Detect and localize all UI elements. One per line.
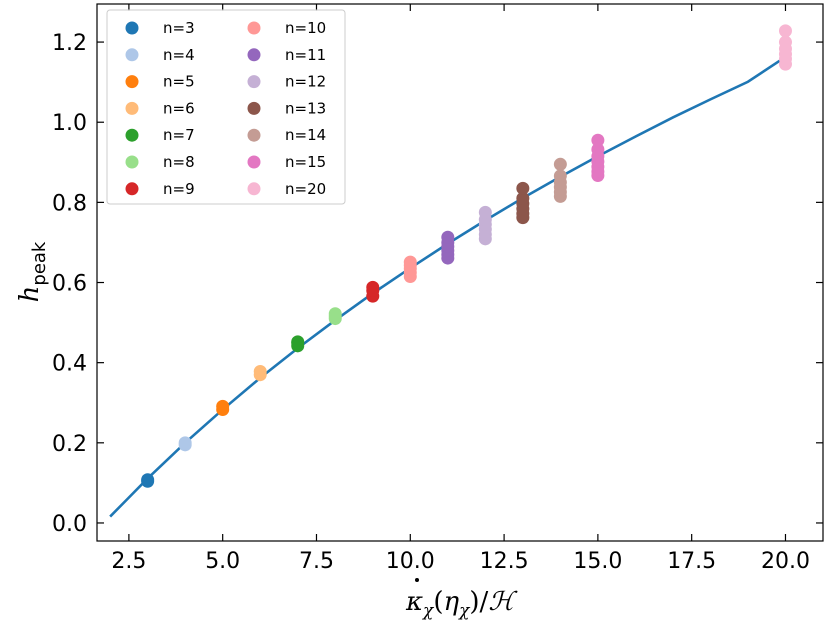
legend-label-n5: n=5	[163, 73, 195, 91]
legend-label-n3: n=3	[163, 19, 195, 37]
x-tick-label: 12.5	[480, 549, 529, 574]
x-tick-label: 5.0	[205, 549, 240, 574]
data-point-n6-1	[253, 364, 267, 378]
data-point-n20-5	[778, 24, 792, 38]
legend-label-n4: n=4	[163, 46, 195, 64]
legend: n=3 n=4 n=5 n=6 n=7 n=8 n=9 n=10 n=11 n=12 n=13 n=1…	[106, 9, 346, 205]
x-label-chi-sub-2: χ	[458, 601, 471, 621]
legend-marker-n20	[247, 182, 261, 196]
x-tick-label: 15.0	[573, 549, 622, 574]
legend-marker-n14	[247, 128, 261, 142]
data-point-n4-1	[178, 436, 192, 450]
legend-marker-n5	[125, 75, 139, 89]
x-tick-label: 2.5	[111, 549, 146, 574]
data-points-layer	[141, 24, 792, 488]
y-tick-label: 0.6	[52, 272, 87, 297]
data-point-n15-5	[591, 142, 605, 156]
x-tick-label: 20.0	[761, 549, 810, 574]
data-point-n3-1	[141, 473, 155, 487]
y-tick-label: 1.2	[52, 31, 87, 56]
legend-marker-n11	[247, 48, 261, 62]
legend-label-n6: n=6	[163, 99, 195, 117]
legend-marker-n12	[247, 75, 261, 89]
legend-marker-n3	[125, 21, 139, 35]
legend-label-n20: n=20	[285, 180, 326, 198]
x-label-open-paren: (	[433, 587, 443, 617]
data-point-n13-4	[516, 191, 530, 205]
y-tick-label: 1.0	[52, 111, 87, 136]
plot-frame	[96, 3, 824, 542]
legend-box	[106, 9, 346, 205]
legend-label-n10: n=10	[285, 19, 326, 37]
data-point-n7-2	[291, 335, 305, 349]
x-label-chi-sub: χ	[422, 601, 435, 621]
y-tick-label: 0.8	[52, 191, 87, 216]
y-tick-label: 0.4	[52, 352, 87, 377]
x-tick-label: 7.5	[299, 549, 334, 574]
legend-label-n9: n=9	[163, 180, 195, 198]
y-tick-label: 0.0	[52, 512, 87, 537]
legend-marker-n13	[247, 101, 261, 115]
ticks-layer: 2.5 5.0 7.5 10.0 12.5 15.0 17.5 20.0 0.0 0.2 0.4 0.…	[52, 4, 823, 574]
legend-marker-n7	[125, 128, 139, 142]
data-point-n8-2	[328, 307, 342, 321]
x-tick-label: 10.0	[386, 549, 435, 574]
legend-label-n13: n=13	[285, 99, 326, 117]
legend-marker-n6	[125, 101, 139, 115]
data-point-n9-2	[366, 280, 380, 294]
legend-marker-n9	[125, 182, 139, 196]
data-point-n14-5	[553, 157, 567, 171]
data-point-n14-4	[553, 169, 567, 183]
y-axis-label-main: h	[15, 286, 45, 303]
data-point-n12-5	[478, 205, 492, 219]
legend-marker-n4	[125, 48, 139, 62]
data-point-n10-4	[403, 255, 417, 269]
data-point-n11-5	[441, 230, 455, 244]
legend-marker-n8	[125, 155, 139, 169]
legend-marker-n10	[247, 21, 261, 35]
data-point-n5-1	[216, 399, 230, 413]
x-label-hubble: ℋ	[488, 587, 518, 617]
data-point-n13-5	[516, 181, 530, 195]
legend-label-n14: n=14	[285, 126, 326, 144]
x-tick-label: 17.5	[667, 549, 716, 574]
legend-label-n8: n=8	[163, 153, 195, 171]
data-point-n15-6	[591, 133, 605, 147]
legend-label-n15: n=15	[285, 153, 326, 171]
x-label-close-paren: )/	[469, 587, 488, 617]
y-axis-label-subscript: peak	[29, 241, 50, 286]
y-axis-label: hpeak	[15, 241, 50, 302]
legend-label-n12: n=12	[285, 73, 326, 91]
legend-label-n11: n=11	[285, 46, 326, 64]
x-label-kappa: κ	[405, 587, 423, 617]
y-tick-label: 0.2	[52, 432, 87, 457]
legend-marker-n15	[247, 155, 261, 169]
x-axis-label: κχ(ηχ)/ℋ	[405, 578, 518, 621]
svg-text:κχ(ηχ)/ℋ: κχ(ηχ)/ℋ	[405, 587, 518, 621]
x-label-eta: η	[444, 587, 460, 617]
x-label-dot-accent	[415, 578, 419, 582]
data-point-n20-4	[778, 35, 792, 49]
legend-label-n7: n=7	[163, 126, 195, 144]
